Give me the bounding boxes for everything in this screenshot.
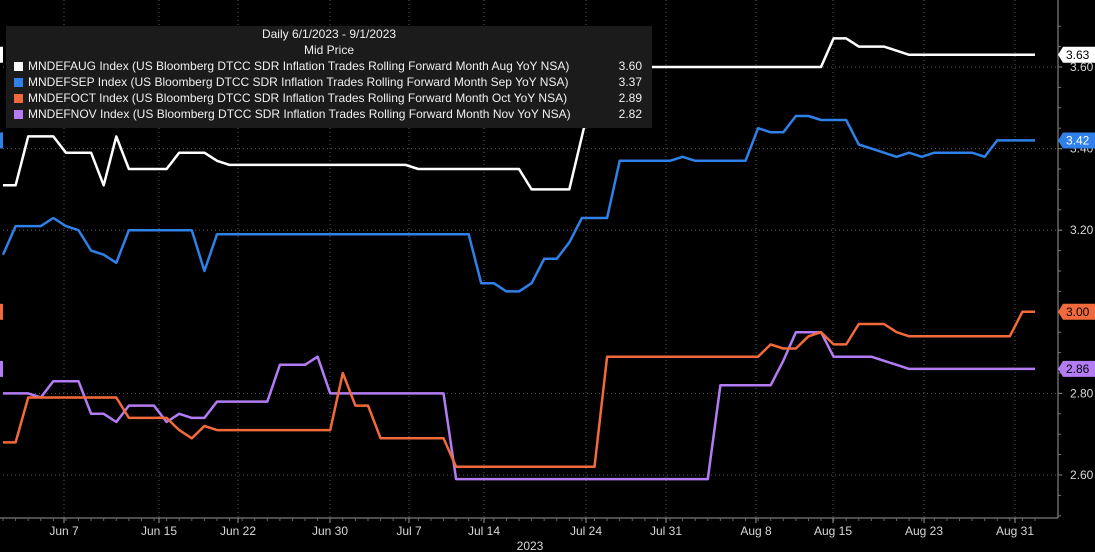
left-marker-nov (0, 360, 3, 377)
legend-label-oct: MNDEFOCT Index (US Bloomberg DTCC SDR In… (28, 91, 568, 105)
left-marker-sep (0, 132, 3, 149)
x-tick-label: Jun 7 (49, 524, 79, 538)
legend-swatch-oct (14, 93, 23, 103)
x-tick-label: Jun 15 (141, 524, 177, 538)
legend-item-oct: MNDEFOCT Index (US Bloomberg DTCC SDR In… (6, 90, 652, 106)
x-tick-label: Jul 7 (396, 524, 422, 538)
x-tick-label: Jun 30 (312, 524, 348, 538)
series-line-aug (3, 37, 1035, 191)
chart-legend: Daily 6/1/2023 - 9/1/2023 Mid Price MNDE… (6, 26, 652, 128)
legend-label-sep: MNDEFSEP Index (US Bloomberg DTCC SDR In… (28, 75, 569, 89)
last-value-label-sep: 3.42 (1066, 133, 1090, 147)
legend-item-aug: MNDEFAUG Index (US Bloomberg DTCC SDR In… (6, 58, 652, 74)
x-tick-label: Aug 8 (740, 524, 772, 538)
legend-label-aug: MNDEFAUG Index (US Bloomberg DTCC SDR In… (28, 59, 570, 73)
legend-value-aug: 3.60 (618, 59, 642, 73)
legend-swatch-aug (14, 61, 23, 71)
x-tick-label: Aug 23 (905, 524, 943, 538)
x-axis-label: 2023 (517, 539, 544, 552)
x-tick-label: Jul 14 (468, 524, 500, 538)
legend-swatch-sep (14, 77, 23, 87)
x-tick-label: Jul 24 (570, 524, 602, 538)
y-tick-label: 3.60 (1070, 60, 1094, 74)
legend-item-sep: MNDEFSEP Index (US Bloomberg DTCC SDR In… (6, 74, 652, 90)
left-marker-aug (0, 46, 3, 63)
y-tick-label: 2.80 (1070, 386, 1094, 400)
x-tick-label: Aug 15 (814, 524, 852, 538)
legend-label-nov: MNDEFNOV Index (US Bloomberg DTCC SDR In… (28, 107, 571, 121)
x-tick-label: Jun 22 (220, 524, 256, 538)
series-line-nov (3, 330, 1035, 481)
last-value-badges: 3.63 3.42 3.00 2.86 (0, 46, 1095, 377)
last-value-label-nov: 2.86 (1066, 362, 1090, 376)
left-marker-oct (0, 303, 3, 320)
last-value-label-aug: 3.63 (1066, 48, 1090, 62)
last-value-badge-oct (1058, 303, 1095, 320)
chart-subtitle: Mid Price (303, 43, 354, 57)
chart-title: Daily 6/1/2023 - 9/1/2023 (261, 27, 397, 41)
legend-value-nov: 2.82 (618, 107, 642, 121)
legend-swatch-nov (14, 109, 23, 119)
y-tick-label: 2.60 (1070, 468, 1094, 482)
series-line-oct (3, 310, 1035, 469)
x-tick-label: Jul 31 (650, 524, 682, 538)
last-value-badge-nov (1058, 360, 1095, 377)
series-line-sep (1, 114, 1035, 293)
x-tick-label: Aug 31 (996, 524, 1034, 538)
last-value-badge-sep (1058, 132, 1095, 149)
legend-value-sep: 3.37 (618, 75, 642, 89)
legend-value-oct: 2.89 (618, 91, 642, 105)
y-tick-label: 3.20 (1070, 223, 1094, 237)
last-value-badge-aug (1058, 46, 1095, 63)
legend-item-nov: MNDEFNOV Index (US Bloomberg DTCC SDR In… (6, 106, 652, 122)
series-lines (1, 37, 1035, 481)
last-value-label-oct: 3.00 (1066, 305, 1090, 319)
